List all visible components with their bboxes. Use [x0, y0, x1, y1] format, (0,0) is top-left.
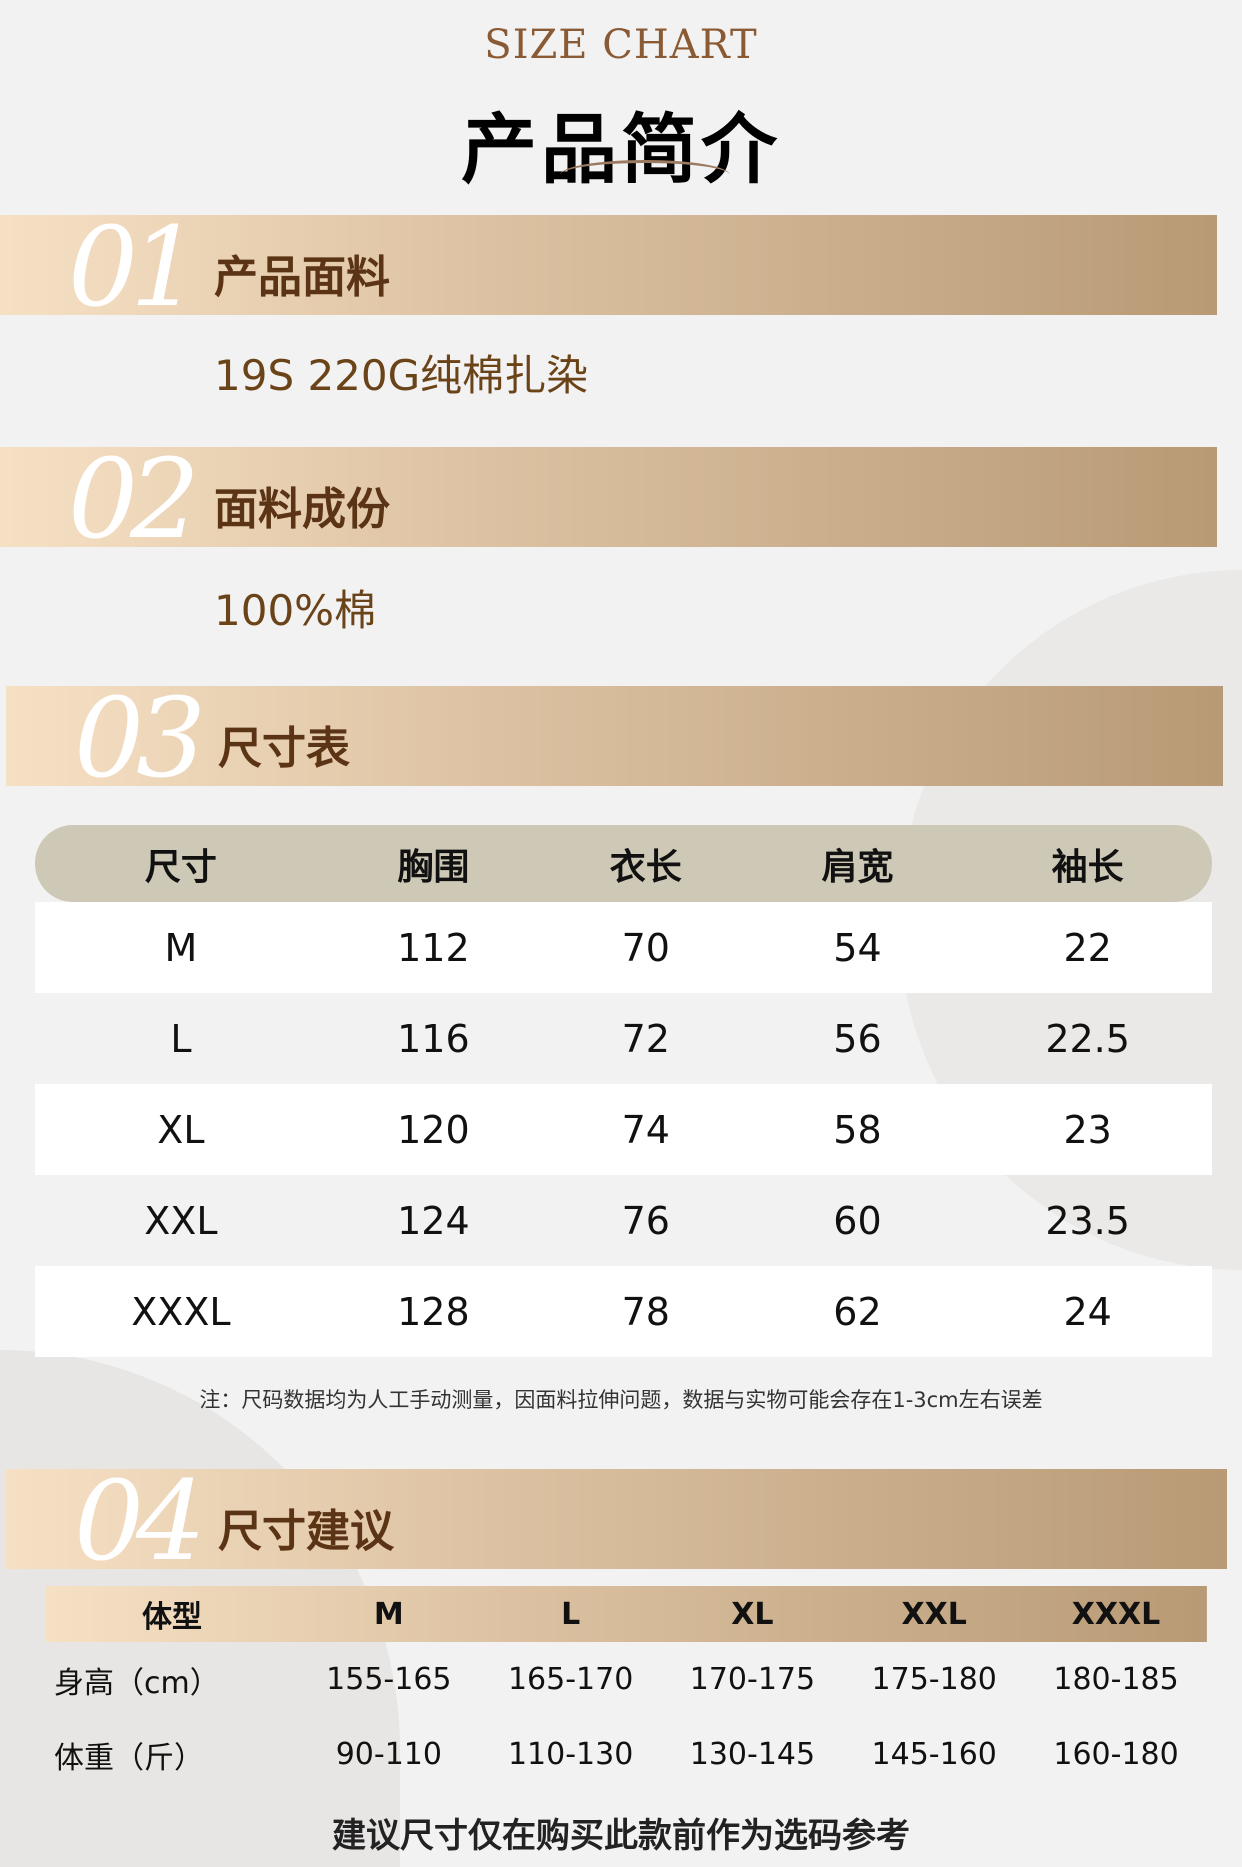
table-cell: 128	[326, 1266, 540, 1357]
table-cell: 76	[621, 1198, 670, 1243]
table-cell: XXXL	[35, 1266, 327, 1357]
size-suggestion-table: 体型 M L XL XXL XXXL 身高（cm） 155-165 165-170 1…	[46, 1586, 1207, 1792]
table-cell: 70	[539, 902, 752, 993]
section-band-04: 04 尺寸建议	[6, 1457, 1227, 1585]
table-row: 身高（cm） 155-165 165-170 170-175 175-180 180-18…	[46, 1642, 1207, 1717]
table-cell: 身高（cm）	[54, 1665, 220, 1701]
table-row: XL 120 74 58 23	[35, 1084, 1212, 1175]
section-number: 01	[68, 203, 200, 331]
section-band-01: 01 产品面料	[0, 203, 1217, 331]
composition-content: 100%棉	[214, 586, 377, 635]
header-cell: 胸围	[326, 825, 540, 902]
table-row: L 116 72 56 22.5	[35, 993, 1212, 1084]
table-header-row: 体型 M L XL XXL XXXL	[46, 1586, 1207, 1642]
table-cell: 23	[963, 1084, 1212, 1175]
section-title: 尺寸建议	[218, 1506, 394, 1557]
table-row: XXXL 128 78 62 24	[35, 1266, 1212, 1357]
table-cell: 165-170	[507, 1662, 634, 1697]
table-cell: 170-175	[689, 1662, 816, 1697]
table-cell: L	[170, 1016, 192, 1061]
section-title: 面料成份	[214, 484, 390, 535]
section-number: 02	[68, 435, 200, 563]
measurement-note: 注：尺码数据均为人工手动测量，因面料拉伸问题，数据与实物可能会存在1-3cm左右…	[199, 1388, 1043, 1412]
table-cell: 160-180	[1053, 1737, 1179, 1772]
table-cell: 145-160	[871, 1737, 997, 1772]
table-cell: 112	[326, 902, 540, 993]
table-header-row: 尺寸 胸围 衣长 肩宽 袖长	[35, 825, 1212, 902]
section-title: 尺寸表	[218, 723, 350, 774]
header-cell: XXL	[901, 1596, 967, 1632]
table-cell: 175-180	[871, 1662, 997, 1697]
table-cell: 72	[621, 1016, 670, 1061]
table-row: 体重（斤） 90-110 110-130 130-145 145-160 160-180	[46, 1717, 1207, 1792]
table-row: XXL 124 76 60 23.5	[35, 1175, 1212, 1266]
table-cell: 120	[326, 1084, 540, 1175]
size-chart-heading: SIZE CHART	[484, 22, 758, 68]
table-cell: 180-185	[1053, 1662, 1179, 1697]
table-cell: 24	[963, 1266, 1212, 1357]
table-cell: 58	[751, 1084, 964, 1175]
table-cell: 54	[751, 902, 964, 993]
table-cell: 23.5	[1045, 1198, 1130, 1243]
section-band-03: 03 尺寸表	[6, 674, 1223, 802]
header-cell: XL	[731, 1596, 774, 1632]
table-cell: 90-110	[335, 1737, 442, 1772]
table-cell: 62	[751, 1266, 964, 1357]
header-cell: 袖长	[963, 825, 1212, 902]
section-band-02: 02 面料成份	[0, 435, 1217, 563]
section-number: 03	[74, 674, 206, 802]
table-cell: 22	[963, 902, 1212, 993]
table-cell: 体重（斤）	[54, 1740, 204, 1776]
header-cell: 体型	[141, 1600, 202, 1635]
section-number: 04	[74, 1457, 206, 1585]
table-cell: 155-165	[326, 1662, 452, 1697]
table-cell: 78	[539, 1266, 752, 1357]
table-cell: 22.5	[1045, 1016, 1130, 1061]
fabric-content: 19S 220G纯棉扎染	[214, 351, 589, 400]
table-cell: 74	[539, 1084, 752, 1175]
header-cell: 衣长	[539, 825, 752, 902]
table-row: M 112 70 54 22	[35, 902, 1212, 993]
header-cell: L	[561, 1596, 581, 1632]
header-cell: M	[373, 1596, 404, 1632]
header-cell: 肩宽	[751, 825, 964, 902]
table-cell: 130-145	[689, 1737, 816, 1772]
section-title: 产品面料	[214, 252, 390, 303]
footer-note: 建议尺寸仅在购买此款前作为选码参考	[332, 1816, 910, 1856]
table-cell: 110-130	[507, 1737, 634, 1772]
table-cell: 124	[397, 1198, 470, 1243]
header-cell: XXXL	[1071, 1596, 1161, 1632]
table-cell: XXL	[144, 1198, 218, 1243]
decorative-swoosh	[560, 160, 730, 190]
size-table: 尺寸 胸围 衣长 肩宽 袖长 M 112 70 54 22 L 116 72 56 22.5 XL 1…	[35, 825, 1212, 1357]
table-cell: 56	[833, 1016, 882, 1061]
table-cell: 60	[833, 1198, 882, 1243]
table-cell: 116	[397, 1016, 470, 1061]
table-cell: M	[35, 902, 327, 993]
table-cell: XL	[35, 1084, 327, 1175]
header-cell: 尺寸	[35, 825, 327, 902]
